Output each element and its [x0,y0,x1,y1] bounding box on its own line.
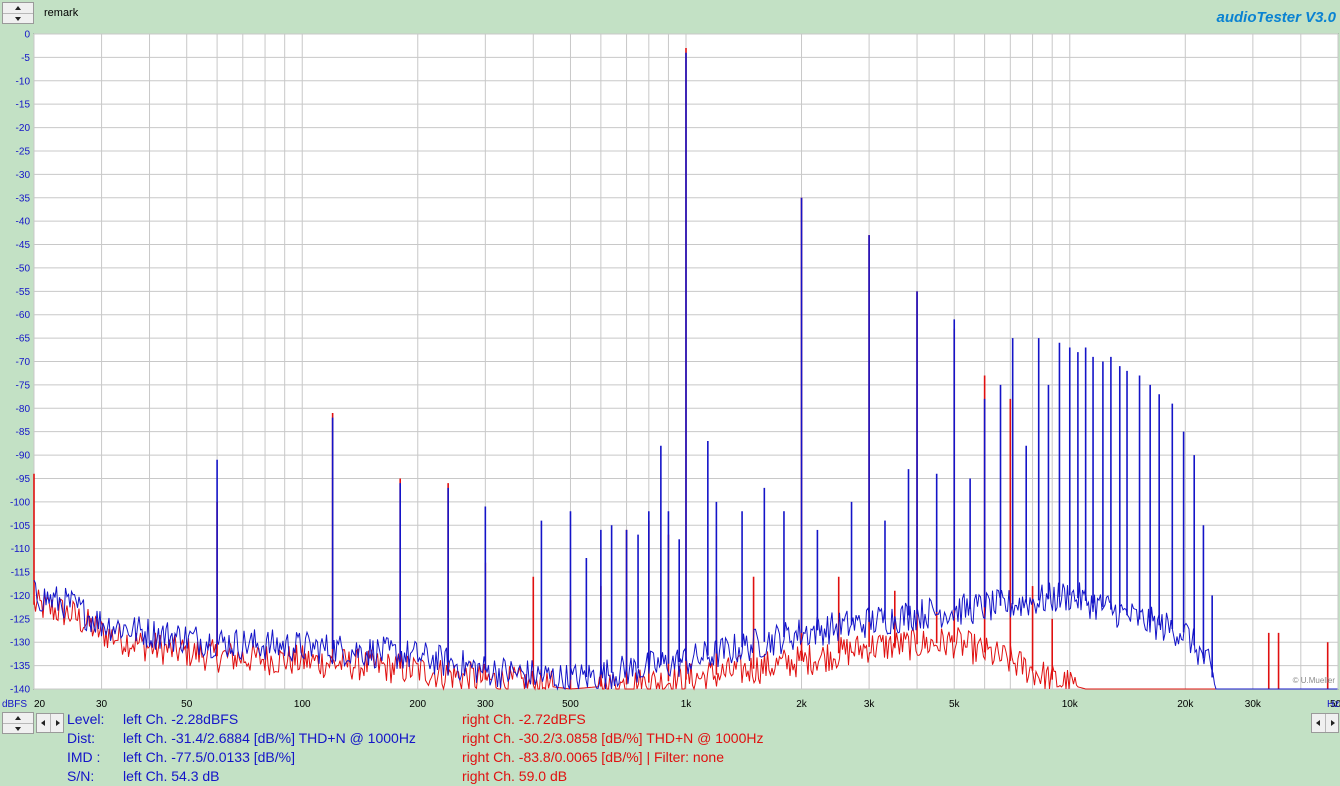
remark-spinner[interactable] [2,2,34,24]
stat-level-left: left Ch. -2.28dBFS [123,711,239,727]
scroll-left-button[interactable] [1312,714,1326,732]
chevron-up-icon [15,6,21,10]
x-tick-label: 30k [1245,699,1262,710]
spin-up-button[interactable] [3,3,33,14]
scroll-right-button[interactable] [1326,714,1339,732]
chevron-right-icon [55,720,60,726]
y-tick-label: -5 [21,53,30,64]
y-tick-label: -35 [16,193,31,204]
stat-imd-label: IMD : [67,749,101,765]
scroll-right-button[interactable] [51,714,64,732]
stat-dist-left: left Ch. -31.4/2.6884 [dB/%] THD+N @ 100… [123,730,416,746]
y-tick-label: -75 [16,380,31,391]
y-tick-label: -130 [10,638,30,649]
stat-sn-right: right Ch. 59.0 dB [462,768,568,784]
x-tick-label: 300 [477,699,494,710]
y-tick-label: -105 [10,521,30,532]
y-tick-label: -50 [16,263,31,274]
y-tick-label: -65 [16,334,31,345]
x-tick-label: 500 [562,699,579,710]
x-tick-label: 1k [681,699,693,710]
stat-imd-right: right Ch. -83.8/0.0065 [dB/%] | Filter: … [462,749,725,765]
y-tick-label: -40 [16,217,31,228]
y-tick-label: -55 [16,287,31,298]
chevron-left-icon [41,720,45,726]
stat-imd-left: left Ch. -77.5/0.0133 [dB/%] [123,749,295,765]
y-tick-label: -15 [16,100,31,111]
x-tick-label: 50 [181,699,193,710]
chevron-right-icon [1330,720,1335,726]
y-tick-label: -25 [16,146,31,157]
x-scroll-left-spinner[interactable] [36,713,64,733]
x-axis-unit-label: Hz [1327,699,1339,710]
watermark: © U.Mueller [1293,676,1336,685]
y-tick-label: -70 [16,357,31,368]
y-tick-label: -90 [16,451,31,462]
x-tick-label: 100 [294,699,311,710]
y-tick-label: -135 [10,661,30,672]
x-axis-ticks: 20 30 50 100 200 300 500 1k 2k 3k 5k 10k 20k 30k 50k [34,699,1340,710]
y-tick-label: -110 [11,544,31,555]
x-tick-label: 50k [1330,699,1340,710]
stat-level-label: Level: [67,711,105,727]
x-tick-label: 5k [949,699,961,710]
x-tick-label: 200 [409,699,426,710]
x-tick-label: 30 [96,699,108,710]
spin-down-button[interactable] [3,724,33,734]
chevron-down-icon [15,727,21,731]
stat-sn-left: left Ch. 54.3 dB [123,768,220,784]
stat-dist-right: right Ch. -30.2/3.0858 [dB/%] THD+N @ 10… [462,730,764,746]
y-tick-label: -125 [10,614,30,625]
x-tick-label: 2k [796,699,808,710]
y-tick-label: -45 [16,240,31,251]
chevron-left-icon [1316,720,1320,726]
y-tick-label: -80 [16,404,31,415]
spin-down-button[interactable] [3,14,33,24]
y-tick-label: -85 [16,427,31,438]
y-axis-unit-label: dBFS [2,699,27,710]
y-tick-label: -95 [16,474,31,485]
y-tick-label: -115 [11,568,31,579]
y-tick-label: -30 [16,170,31,181]
stats-spinner[interactable] [2,712,34,734]
y-tick-label: -140 [10,685,30,696]
y-tick-label: -20 [16,123,31,134]
app-title: audioTester V3.0 [1216,9,1337,26]
remark-label[interactable]: remark [44,7,79,19]
y-tick-label: -100 [10,497,30,508]
stat-sn-label: S/N: [67,768,95,784]
chevron-up-icon [15,716,21,720]
scroll-left-button[interactable] [37,714,51,732]
x-tick-label: 20 [34,699,46,710]
spin-up-button[interactable] [3,713,33,724]
series-left [33,52,1338,691]
y-axis-ticks: 0 -5 -10 -15 -20 -25 -30 -35 -40 -45 -50 -55 -60 -65 -… [10,30,30,696]
stat-level-right: right Ch. -2.72dBFS [462,711,586,727]
chevron-down-icon [15,17,21,21]
x-tick-label: 20k [1177,699,1194,710]
y-tick-label: -60 [16,310,31,321]
x-scroll-right-spinner[interactable] [1311,713,1339,733]
x-tick-label: 3k [864,699,876,710]
x-tick-label: 10k [1062,699,1079,710]
traces [33,48,1338,691]
y-tick-label: -10 [16,76,31,87]
y-tick-label: -120 [10,591,30,602]
y-tick-label: 0 [24,30,30,41]
stat-dist-label: Dist: [67,730,95,746]
